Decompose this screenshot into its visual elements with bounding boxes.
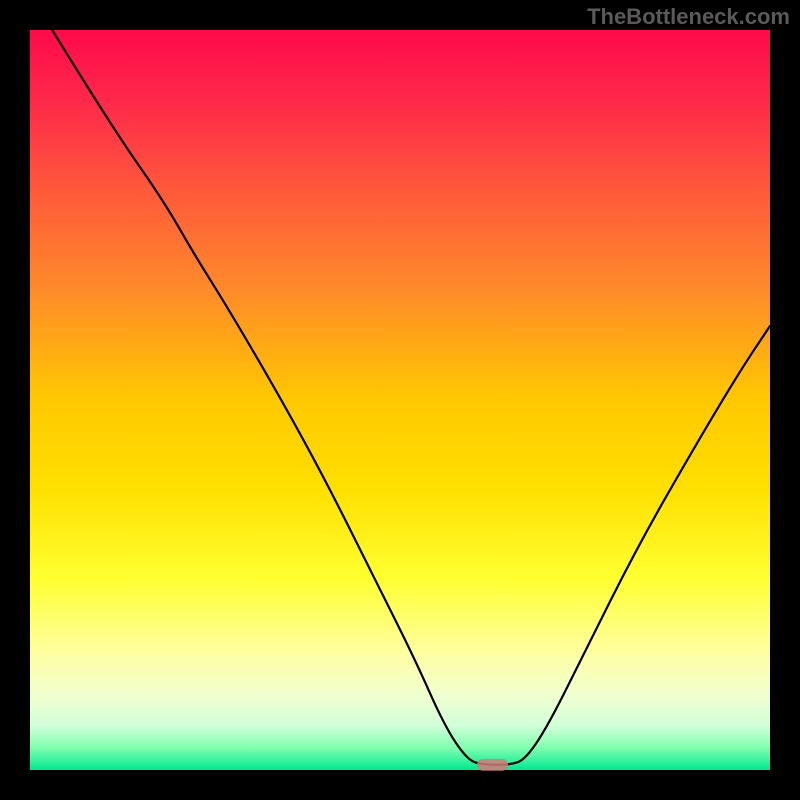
watermark-text: TheBottleneck.com <box>587 4 790 30</box>
bottleneck-chart <box>0 0 800 800</box>
plot-background <box>30 30 770 770</box>
optimal-marker <box>477 759 508 771</box>
